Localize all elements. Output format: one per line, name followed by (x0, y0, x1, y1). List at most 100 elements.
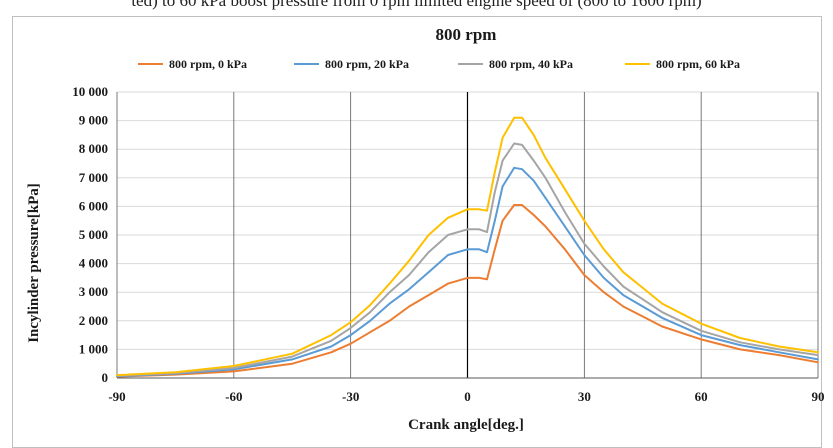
data-point (583, 242, 586, 245)
data-point (388, 282, 391, 285)
data-point (447, 234, 449, 236)
data-point (521, 204, 523, 206)
data-point (778, 351, 780, 354)
data-point (427, 271, 430, 274)
data-point (478, 228, 481, 231)
data-point (661, 325, 664, 328)
data-point (544, 225, 547, 228)
data-point (564, 188, 566, 191)
data-point (602, 277, 605, 279)
data-point (583, 254, 586, 256)
series-group (116, 142, 819, 377)
data-point (622, 285, 625, 288)
data-point (408, 305, 410, 308)
data-point (486, 209, 488, 212)
data-point (486, 231, 488, 234)
data-point (369, 331, 371, 334)
data-point (532, 134, 535, 136)
data-point (349, 334, 352, 336)
y-axis-ticks: 0 1 000 2 000 3 000 4 000 5 000 6 000 7 000 8 00… (72, 84, 108, 385)
data-point (408, 288, 410, 291)
y-tick-label: 1 000 (79, 341, 108, 356)
data-point (330, 351, 333, 354)
data-point (739, 348, 741, 351)
series-group (116, 116, 819, 377)
data-point (564, 225, 566, 228)
data-point (486, 278, 488, 281)
data-point (583, 219, 586, 222)
legend-label: 800 rpm, 20 kPa (325, 57, 409, 71)
data-point (817, 354, 819, 356)
data-point (291, 355, 294, 358)
data-point (330, 334, 333, 336)
data-point (661, 302, 664, 305)
chart-title: 800 rpm (436, 25, 497, 44)
data-point (544, 176, 547, 179)
data-point (700, 329, 703, 332)
y-tick-label: 0 (102, 370, 109, 385)
legend-label: 800 rpm, 40 kPa (489, 57, 573, 71)
data-point (817, 351, 819, 354)
data-point (291, 358, 294, 361)
chart-grid (116, 91, 819, 379)
data-point (501, 136, 504, 139)
data-point (544, 156, 547, 159)
chart-series-group (116, 116, 819, 378)
data-point (661, 311, 664, 314)
data-point (564, 211, 566, 214)
data-point (447, 216, 449, 219)
data-point (739, 341, 741, 344)
data-point (388, 291, 391, 294)
data-point (447, 254, 449, 256)
data-point (513, 116, 516, 119)
data-point (427, 294, 430, 296)
data-point (232, 367, 235, 369)
data-point (532, 214, 535, 216)
data-point (478, 208, 481, 211)
data-point (427, 251, 430, 254)
data-point (116, 374, 118, 376)
data-point (369, 319, 371, 322)
legend-item: 800 rpm, 40 kPa (458, 57, 573, 71)
data-point (232, 370, 235, 373)
data-point (466, 228, 469, 231)
data-point (388, 302, 391, 305)
data-point (232, 365, 235, 367)
x-tick-label: 90 (812, 389, 825, 404)
data-point (447, 282, 449, 285)
y-tick-label: 4 000 (79, 256, 108, 271)
data-point (174, 371, 177, 374)
data-point (622, 305, 625, 308)
data-point (493, 248, 496, 251)
data-point (349, 321, 352, 324)
data-point (602, 265, 605, 268)
data-point (466, 208, 469, 211)
data-point (513, 166, 516, 169)
data-point (349, 342, 352, 345)
data-point (739, 337, 741, 339)
data-point (521, 144, 523, 146)
data-point (521, 116, 523, 119)
data-point (291, 362, 294, 365)
data-point (501, 159, 504, 162)
chart-legend: 800 rpm, 0 kPa 800 rpm, 20 kPa 800 rpm, 40… (138, 57, 740, 71)
data-point (427, 234, 430, 236)
data-point (291, 352, 294, 355)
x-axis-title: Crank angle[deg.] (408, 417, 524, 433)
data-point (622, 294, 625, 296)
data-point (369, 304, 371, 306)
data-point (330, 345, 333, 348)
x-tick-label: 30 (578, 389, 591, 404)
data-point (700, 322, 703, 325)
data-point (622, 271, 625, 274)
data-point (486, 251, 488, 254)
x-tick-label: -90 (108, 389, 125, 404)
y-tick-label: 5 000 (79, 227, 108, 242)
data-point (602, 291, 605, 294)
data-point (513, 204, 516, 206)
data-point (330, 339, 333, 342)
y-tick-label: 9 000 (79, 113, 108, 128)
data-point (478, 277, 481, 279)
data-point (778, 348, 780, 351)
legend-item: 800 rpm, 60 kPa (625, 57, 740, 71)
